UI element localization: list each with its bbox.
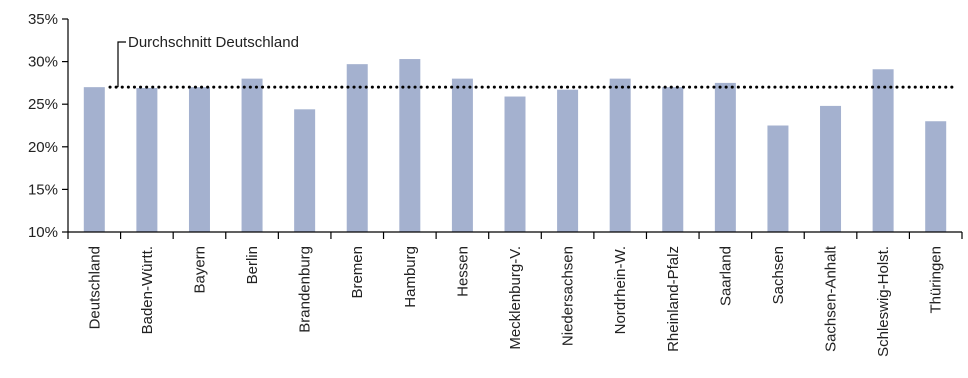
x-tick-label: Deutschland — [86, 246, 103, 329]
x-axis: Deutschland Baden-Württ. Bayern Berlin Brand… — [67, 231, 963, 357]
x-tick-label: Thüringen — [928, 246, 945, 314]
y-tick-label: 30% — [28, 54, 58, 71]
bar-baden-w-rtt- — [136, 88, 158, 233]
bar-hessen — [451, 78, 473, 232]
bars — [83, 59, 947, 233]
x-tick-label: Bremen — [349, 246, 366, 299]
x-tick-label: Baden-Württ. — [139, 246, 156, 334]
y-tick-label: 35% — [28, 11, 58, 28]
reference-line-group: Durchschnitt Deutschland — [108, 34, 957, 89]
x-tick-label: Saarland — [717, 246, 734, 306]
bar-bayern — [188, 87, 210, 232]
y-tick-label: 25% — [28, 96, 58, 113]
x-tick-label: Mecklenburg-V. — [507, 246, 524, 350]
y-axis: 10% 15% 20% 25% 30% 35% — [28, 11, 69, 241]
x-tick-label: Niedersachsen — [560, 246, 577, 346]
bar-nordrhein-w- — [609, 78, 631, 232]
y-tick-label: 15% — [28, 181, 58, 198]
x-tick-label: Berlin — [244, 246, 261, 284]
x-tick-label: Rheinland-Pfalz — [665, 246, 682, 352]
bar-th-ringen — [925, 121, 947, 232]
bar-sachsen-anhalt — [820, 105, 842, 232]
x-tick-label: Hessen — [454, 246, 471, 297]
x-tick-label: Brandenburg — [297, 246, 314, 333]
bar-brandenburg — [294, 109, 316, 232]
bar-saarland — [714, 82, 736, 233]
bar-niedersachsen — [557, 89, 579, 232]
bar-berlin — [241, 78, 263, 232]
x-tick-label: Nordrhein-W. — [612, 246, 629, 334]
y-tick-label: 20% — [28, 139, 58, 156]
bar-hamburg — [399, 59, 421, 232]
x-tick-label: Schleswig-Holst. — [875, 246, 892, 357]
bar-deutschland — [83, 87, 105, 232]
bar-sachsen — [767, 125, 789, 232]
x-tick-label: Sachsen — [770, 246, 787, 304]
bar-rheinland-pfalz — [662, 87, 684, 232]
reference-line-label: Durchschnitt Deutschland — [128, 34, 299, 51]
bar-schleswig-holst- — [872, 69, 894, 232]
y-tick-label: 10% — [28, 224, 58, 241]
bar-mecklenburg-v- — [504, 96, 526, 232]
annotation-leader-line — [117, 41, 126, 88]
bar-bremen — [346, 64, 368, 232]
x-tick-label: Hamburg — [402, 246, 419, 308]
x-tick-label: Bayern — [191, 246, 208, 294]
x-tick-label: Sachsen-Anhalt — [823, 245, 840, 352]
